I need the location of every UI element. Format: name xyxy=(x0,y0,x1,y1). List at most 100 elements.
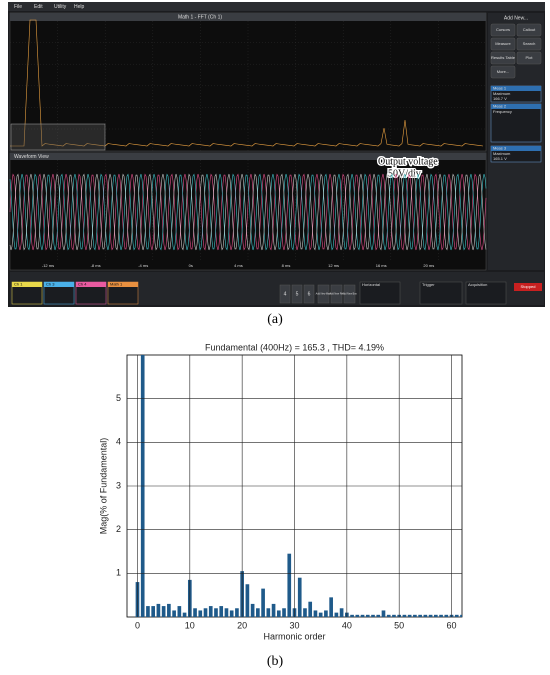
measure-badge xyxy=(490,103,542,143)
bar xyxy=(172,610,176,617)
waveform-title: Waveform View xyxy=(14,154,49,160)
bar xyxy=(407,614,412,617)
y-tick-label: 5 xyxy=(116,393,121,403)
bar xyxy=(318,612,323,617)
oscilloscope-screenshot: Math 1 - FFT (Ch 1) Waveform View Add Ne… xyxy=(8,2,545,307)
y-tick-label: 1 xyxy=(116,568,121,578)
bar xyxy=(303,608,307,617)
fft-title: Math 1 - FFT (Ch 1) xyxy=(178,14,222,20)
info-panel xyxy=(419,281,463,305)
number-button: 5 xyxy=(296,291,299,297)
fft-header xyxy=(10,13,486,21)
number-button: 4 xyxy=(284,291,287,297)
measure-header xyxy=(491,86,541,91)
annotation: 50V/div xyxy=(388,168,421,179)
bar xyxy=(334,612,339,617)
x-tick-label: 10 xyxy=(185,620,195,630)
bar xyxy=(428,614,433,617)
x-tick-label: 0 xyxy=(135,620,140,630)
bar xyxy=(418,614,422,617)
bar xyxy=(444,614,449,617)
button-label: Results Table xyxy=(491,55,516,60)
button xyxy=(343,284,356,304)
bar xyxy=(156,603,161,617)
bar xyxy=(161,606,166,617)
bar xyxy=(229,610,234,617)
bar xyxy=(276,610,281,617)
bar xyxy=(324,610,328,617)
channel-header xyxy=(76,282,106,287)
channel-name: Ch 4 xyxy=(78,282,87,287)
info-panel xyxy=(359,281,401,305)
bar xyxy=(167,603,171,617)
measure-name: Meas 2 xyxy=(493,104,507,109)
button xyxy=(516,23,542,37)
channel-header xyxy=(108,282,138,287)
bar xyxy=(308,601,313,617)
waveform-trace xyxy=(9,173,487,251)
time-tick: -8 ms xyxy=(91,263,101,268)
add-button: Add New Math xyxy=(316,293,332,296)
bar xyxy=(287,553,292,617)
number-button: 6 xyxy=(308,291,311,297)
measure-header xyxy=(491,146,541,151)
bar xyxy=(245,584,250,617)
menu-item: Help xyxy=(74,4,85,10)
measure-value: 166.7 V xyxy=(493,96,507,101)
bar xyxy=(402,614,407,617)
measure-kind: Maximum xyxy=(493,151,511,156)
button xyxy=(317,284,330,304)
measure-name: Meas 3 xyxy=(493,146,507,151)
info-title: Acquisition xyxy=(468,282,487,287)
bar xyxy=(433,614,438,617)
bar xyxy=(224,608,229,617)
button-label: Measure xyxy=(495,41,511,46)
bar xyxy=(365,614,370,617)
time-tick: 12 ms xyxy=(328,263,339,268)
bar xyxy=(271,603,276,617)
fft-trace xyxy=(10,19,484,147)
y-tick-label: 2 xyxy=(116,524,121,534)
bar xyxy=(266,608,271,617)
menu-item: File xyxy=(14,4,22,10)
time-tick: -12 ms xyxy=(42,263,54,268)
waveform-trace xyxy=(9,173,487,251)
button-label: Search xyxy=(523,41,536,46)
time-tick: 16 ms xyxy=(376,263,387,268)
panel-label: (a) xyxy=(267,312,283,327)
time-tick: -4 ms xyxy=(138,263,148,268)
bar xyxy=(146,606,150,617)
time-tick: 0s xyxy=(189,263,193,268)
button xyxy=(490,37,516,51)
bar xyxy=(313,610,318,617)
x-tick-label: 30 xyxy=(289,620,299,630)
time-tick: 4 ms xyxy=(234,263,243,268)
bar xyxy=(282,608,286,617)
bar xyxy=(454,614,459,617)
bar xyxy=(235,608,239,617)
bar xyxy=(460,614,462,617)
info-title: Trigger xyxy=(422,282,435,287)
bar xyxy=(219,606,224,617)
status: Stopped xyxy=(521,284,536,289)
bar xyxy=(381,610,386,617)
measure-kind: Maximum xyxy=(493,91,511,96)
bar xyxy=(376,614,381,617)
bar xyxy=(208,606,213,617)
measure-header xyxy=(491,104,541,109)
bar xyxy=(329,597,333,617)
y-axis-label: Mag(% of Fundamental) xyxy=(98,438,108,535)
channel-header xyxy=(44,282,74,287)
bar xyxy=(198,610,203,617)
bar xyxy=(371,614,375,617)
x-tick-label: 40 xyxy=(342,620,352,630)
channel-name: Math 1 xyxy=(110,282,123,287)
bar xyxy=(423,614,428,617)
button xyxy=(279,284,291,304)
menu-item: Edit xyxy=(34,4,43,10)
bar xyxy=(360,614,365,617)
status-badge xyxy=(514,283,542,291)
bar xyxy=(339,608,344,617)
menu-item: Utility xyxy=(54,4,67,10)
